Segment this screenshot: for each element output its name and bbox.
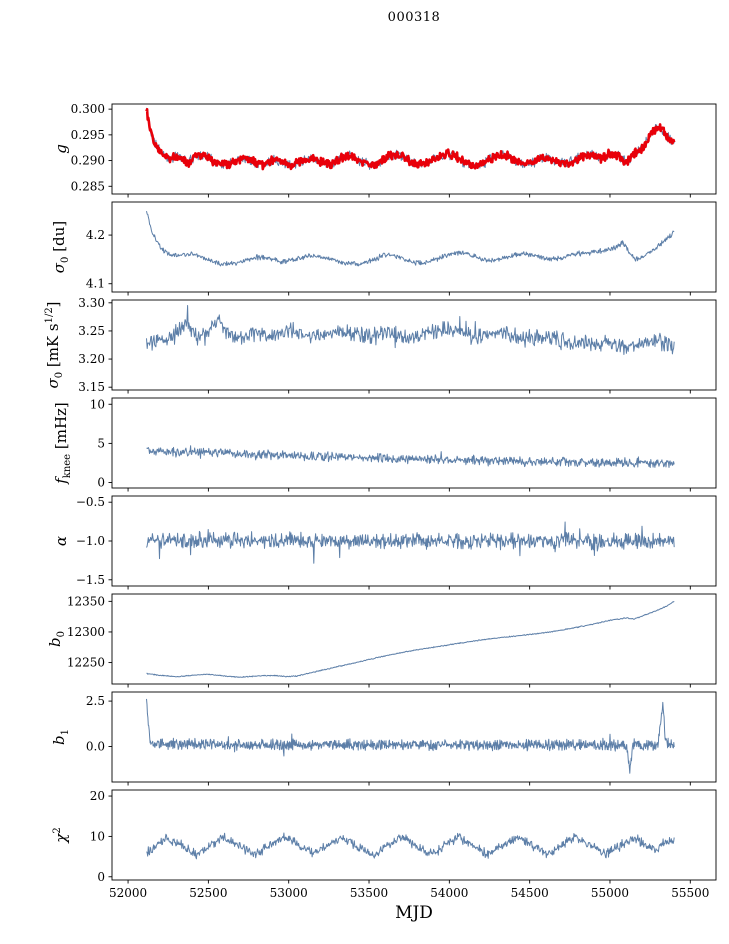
y-tick-label: 3.15 xyxy=(78,380,105,394)
y-tick-label: 10 xyxy=(90,397,105,411)
series-alpha xyxy=(146,521,675,564)
y-tick-label: 0.0 xyxy=(86,740,105,754)
y-tick-label: −1.0 xyxy=(76,534,105,548)
panel-g: 0.285 0.290 0.295 0.300 g xyxy=(52,102,717,198)
x-tick-label: 55000 xyxy=(591,886,629,900)
y-tick-label: 0 xyxy=(97,870,105,884)
y-tick-label: 0.285 xyxy=(71,179,105,193)
y-tick-label: 0 xyxy=(97,476,105,490)
panel-alpha: −1.5 −1.0 −0.5 α xyxy=(52,495,717,590)
y-tick-label: 0.290 xyxy=(71,154,105,168)
y-axis-label-b1: b1 xyxy=(50,729,71,745)
y-tick-label: −1.5 xyxy=(76,573,105,587)
x-axis-label: MJD xyxy=(395,903,433,923)
y-tick-label: 12350 xyxy=(67,594,105,608)
y-tick-label: 3.25 xyxy=(78,324,105,338)
y-tick-label: 0.300 xyxy=(71,102,105,116)
series-fknee xyxy=(146,445,675,468)
series-g-fit xyxy=(145,108,676,171)
panel-b1: 0.0 2.5 b1 xyxy=(50,691,717,786)
panel-sigma0-du: 4.1 4.2 σ0 [du] xyxy=(50,201,717,296)
series-b0 xyxy=(146,600,675,678)
x-tick-label: 52500 xyxy=(189,886,227,900)
panel-border xyxy=(111,789,717,881)
y-axis-label-sigma0-du: σ0 [du] xyxy=(50,221,71,273)
y-tick-label: 4.1 xyxy=(86,277,105,291)
panel-border xyxy=(111,299,717,391)
series-b1 xyxy=(146,698,675,774)
panel-border xyxy=(111,103,717,195)
y-axis-label-g: g xyxy=(52,144,70,154)
panel-fknee: 0 5 10 fknee [mHz] xyxy=(52,397,717,492)
x-tick-label: 52000 xyxy=(109,886,147,900)
y-tick-label: 5 xyxy=(97,436,105,450)
panel-chi2: 0 10 20 52000 52500 53000 53500 54000 54500 55000… xyxy=(52,789,717,900)
panel-border xyxy=(111,593,717,685)
x-tick-label: 54500 xyxy=(511,886,549,900)
series-chi2 xyxy=(146,832,675,860)
x-tick-label: 53000 xyxy=(270,886,308,900)
panel-sigma0-mk: 3.15 3.20 3.25 3.30 σ0 [mK s1/2] xyxy=(44,296,717,394)
y-tick-label: 4.2 xyxy=(86,228,105,242)
y-tick-label: 10 xyxy=(90,829,105,843)
y-axis-label-sigma0-mk: σ0 [mK s1/2] xyxy=(44,301,65,388)
panel-border xyxy=(111,201,717,293)
x-tick-label: 54000 xyxy=(430,886,468,900)
y-tick-label: 2.5 xyxy=(86,694,105,708)
y-tick-label: 3.30 xyxy=(78,296,105,310)
y-tick-label: 12300 xyxy=(67,625,105,639)
y-axis-label-chi2: χ2 xyxy=(52,827,70,843)
y-tick-label: 0.295 xyxy=(71,128,105,142)
y-tick-label: 12250 xyxy=(67,656,105,670)
panel-border xyxy=(111,691,717,783)
panel-border xyxy=(111,397,717,489)
y-axis-label-alpha: α xyxy=(52,536,70,546)
x-tick-label: 55500 xyxy=(671,886,709,900)
figure-title: 000318 xyxy=(387,10,441,25)
y-axis-label-b0: b0 xyxy=(46,631,67,647)
series-sigma0-mk xyxy=(146,305,675,355)
y-tick-label: 3.20 xyxy=(78,352,105,366)
series-sigma0-du xyxy=(146,210,675,267)
panel-b0: 12250 12300 12350 b0 xyxy=(46,593,717,688)
x-tick-label: 53500 xyxy=(350,886,388,900)
y-tick-label: −0.5 xyxy=(76,495,105,509)
y-axis-label-fknee: fknee [mHz] xyxy=(52,402,73,485)
y-tick-label: 20 xyxy=(90,789,105,803)
